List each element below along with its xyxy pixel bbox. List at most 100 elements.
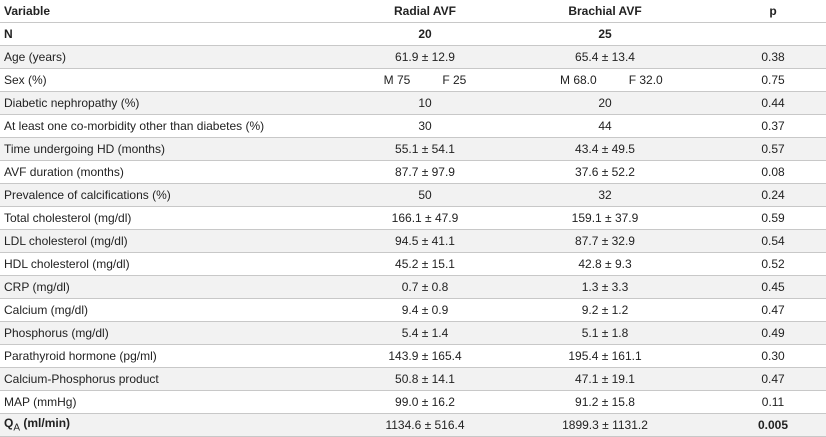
label-cell: Calcium (mg/dl) — [0, 298, 310, 322]
table-row: QA (ml/min) 1134.6 ± 516.4 1899.3 ± 1131.2… — [0, 413, 826, 437]
value-cell: 0.57 — [690, 137, 826, 161]
value-cell: 0.44 — [690, 91, 826, 115]
value-cell: 0.45 — [690, 275, 826, 299]
value-cell: 0.08 — [690, 160, 826, 184]
label-cell: Diabetic nephropathy (%) — [0, 91, 310, 115]
label-cell: LDL cholesterol (mg/dl) — [0, 229, 310, 253]
table-row: Age (years) 61.9 ± 12.9 65.4 ± 13.4 0.38 — [0, 45, 826, 69]
symbol: Q — [4, 416, 14, 431]
table-row: Diabetic nephropathy (%) 10 20 0.44 — [0, 91, 826, 115]
pair-cell: M 75 F 25 — [310, 68, 540, 92]
value-cell: 20 — [540, 91, 690, 115]
value-cell: 65.4 ± 13.4 — [540, 45, 690, 69]
header-row: Variable Radial AVF Brachial AVF p — [0, 0, 826, 23]
cell-part: F 25 — [442, 73, 467, 87]
table-row: Calcium-Phosphorus product 50.8 ± 14.1 47.… — [0, 367, 826, 391]
table-row: Total cholesterol (mg/dl) 166.1 ± 47.9 159… — [0, 206, 826, 230]
label-cell: Time undergoing HD (months) — [0, 137, 310, 161]
value-cell: 0.11 — [690, 390, 826, 414]
value-cell: 195.4 ± 161.1 — [540, 344, 690, 368]
value-cell: 0.30 — [690, 344, 826, 368]
value-cell: 0.37 — [690, 114, 826, 138]
label-cell: Prevalence of calcifications (%) — [0, 183, 310, 207]
value-cell: 87.7 ± 32.9 — [540, 229, 690, 253]
label-cell: N — [0, 22, 310, 46]
label-cell: QA (ml/min) — [0, 413, 310, 437]
value-cell: 0.005 — [690, 413, 826, 437]
label-cell: At least one co-morbidity other than dia… — [0, 114, 310, 138]
value-cell: 32 — [540, 183, 690, 207]
label-cell: CRP (mg/dl) — [0, 275, 310, 299]
table-row: HDL cholesterol (mg/dl) 45.2 ± 15.1 42.8 ±… — [0, 252, 826, 276]
table-row: CRP (mg/dl) 0.7 ± 0.8 1.3 ± 3.3 0.45 — [0, 275, 826, 299]
value-cell: 30 — [310, 114, 540, 138]
value-cell: 0.59 — [690, 206, 826, 230]
table-row: LDL cholesterol (mg/dl) 94.5 ± 41.1 87.7 ±… — [0, 229, 826, 253]
value-cell: 1.3 ± 3.3 — [540, 275, 690, 299]
value-cell: 45.2 ± 15.1 — [310, 252, 540, 276]
label-cell: Age (years) — [0, 45, 310, 69]
unit: (ml/min) — [23, 416, 71, 431]
table-row: At least one co-morbidity other than dia… — [0, 114, 826, 138]
value-cell: 37.6 ± 52.2 — [540, 160, 690, 184]
value-cell: 0.52 — [690, 252, 826, 276]
label-cell: AVF duration (months) — [0, 160, 310, 184]
label-cell: Total cholesterol (mg/dl) — [0, 206, 310, 230]
table-row: Time undergoing HD (months) 55.1 ± 54.1 43… — [0, 137, 826, 161]
value-cell: 1134.6 ± 516.4 — [310, 413, 540, 437]
value-cell: 87.7 ± 97.9 — [310, 160, 540, 184]
value-cell: 0.47 — [690, 367, 826, 391]
value-cell: 50.8 ± 14.1 — [310, 367, 540, 391]
value-cell: 9.2 ± 1.2 — [540, 298, 690, 322]
value-cell: 143.9 ± 165.4 — [310, 344, 540, 368]
table-row: Parathyroid hormone (pg/ml) 143.9 ± 165.4… — [0, 344, 826, 368]
value-cell: 43.4 ± 49.5 — [540, 137, 690, 161]
cell-part: F 32.0 — [628, 73, 663, 87]
value-cell: 0.47 — [690, 298, 826, 322]
value-cell: 1899.3 ± 1131.2 — [540, 413, 690, 437]
value-cell: 25 — [540, 22, 690, 46]
header-cell: p — [690, 0, 826, 23]
cell-part: M 68.0 — [560, 73, 597, 87]
table-row: Calcium (mg/dl) 9.4 ± 0.9 9.2 ± 1.2 0.47 — [0, 298, 826, 322]
value-cell: 42.8 ± 9.3 — [540, 252, 690, 276]
value-cell: 99.0 ± 16.2 — [310, 390, 540, 414]
value-cell: 0.24 — [690, 183, 826, 207]
value-cell: 5.1 ± 1.8 — [540, 321, 690, 345]
value-cell: 50 — [310, 183, 540, 207]
label-cell: MAP (mmHg) — [0, 390, 310, 414]
value-cell: 0.49 — [690, 321, 826, 345]
value-cell: 166.1 ± 47.9 — [310, 206, 540, 230]
header-cell: Variable — [0, 0, 310, 23]
value-cell: 55.1 ± 54.1 — [310, 137, 540, 161]
label-cell: Phosphorus (mg/dl) — [0, 321, 310, 345]
value-cell: 159.1 ± 37.9 — [540, 206, 690, 230]
value-cell: 10 — [310, 91, 540, 115]
cell-part: M 75 — [383, 73, 411, 87]
label-cell: Parathyroid hormone (pg/ml) — [0, 344, 310, 368]
value-cell: 20 — [310, 22, 540, 46]
label-cell: Calcium-Phosphorus product — [0, 367, 310, 391]
value-cell: 61.9 ± 12.9 — [310, 45, 540, 69]
subscript: A — [13, 422, 21, 434]
value-cell: 9.4 ± 0.9 — [310, 298, 540, 322]
value-cell: 44 — [540, 114, 690, 138]
header-cell: Radial AVF — [310, 0, 540, 23]
label-cell: HDL cholesterol (mg/dl) — [0, 252, 310, 276]
label-cell: Sex (%) — [0, 68, 310, 92]
table-row: Prevalence of calcifications (%) 50 32 0.24 — [0, 183, 826, 207]
value-cell: 94.5 ± 41.1 — [310, 229, 540, 253]
table-row: Phosphorus (mg/dl) 5.4 ± 1.4 5.1 ± 1.8 0.49 — [0, 321, 826, 345]
value-cell: 0.7 ± 0.8 — [310, 275, 540, 299]
value-cell: 0.54 — [690, 229, 826, 253]
header-cell: Brachial AVF — [540, 0, 690, 23]
value-cell: 91.2 ± 15.8 — [540, 390, 690, 414]
table-row: N 20 25 — [0, 22, 826, 46]
value-cell: 0.38 — [690, 45, 826, 69]
value-cell: 47.1 ± 19.1 — [540, 367, 690, 391]
table-row: MAP (mmHg) 99.0 ± 16.2 91.2 ± 15.8 0.11 — [0, 390, 826, 414]
value-cell: 0.75 — [690, 68, 826, 92]
